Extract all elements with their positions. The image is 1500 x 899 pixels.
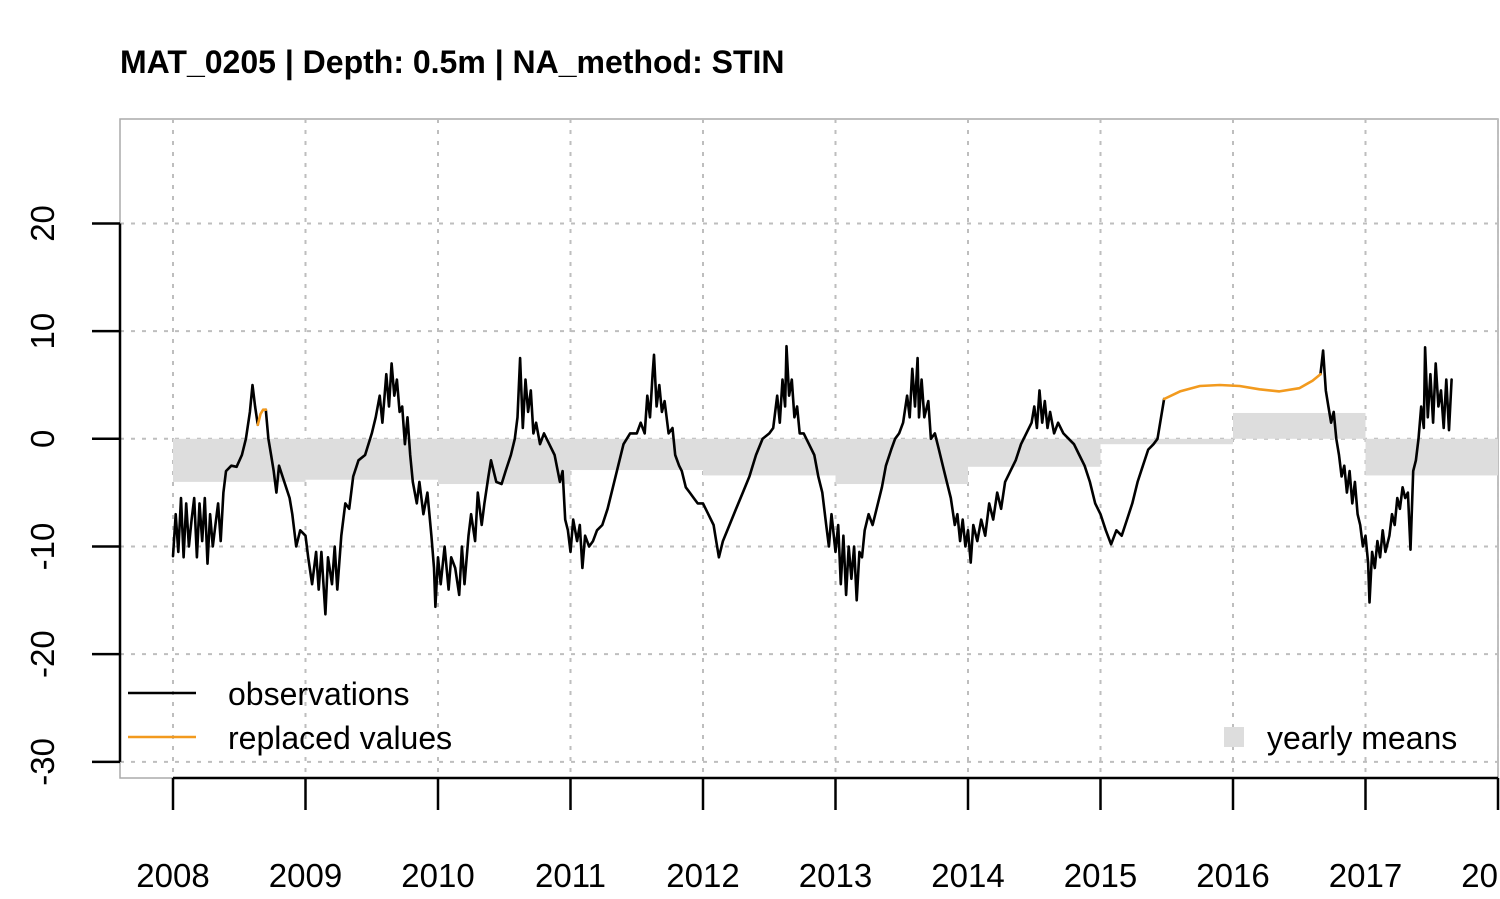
y-tick-label: 0 [24, 430, 61, 448]
x-tick-label: 2013 [799, 857, 872, 894]
y-tick-label: -30 [24, 738, 61, 786]
x-tick-label: 2012 [666, 857, 739, 894]
legend-yearly-means-swatch [1224, 727, 1244, 747]
legend-observations-label: observations [228, 676, 409, 712]
yearly-mean-bar [968, 438, 1101, 467]
series-replaced-line [1162, 372, 1322, 401]
x-tick-label: 2010 [401, 857, 474, 894]
series-lines [171, 344, 1453, 616]
chart-title: MAT_0205 | Depth: 0.5m | NA_method: STIN [120, 44, 785, 80]
series-observations-line [264, 344, 1166, 616]
series-replaced-line [256, 408, 268, 427]
legend-replaced-label: replaced values [228, 720, 452, 756]
x-tick-label: 2018 [1461, 857, 1500, 894]
yearly-mean-bar [1100, 438, 1233, 445]
yearly-mean-bar [570, 438, 703, 471]
axes: -30 -20 -10 0 10 20 2008 2009 2010 2011 2012 2013 20… [24, 205, 1500, 894]
yearly-means [173, 412, 1498, 485]
yearly-mean-bar [835, 438, 968, 485]
yearly-mean-bar [1365, 438, 1498, 476]
legend-yearly-means-label: yearly means [1267, 720, 1457, 756]
legend-left: observations replaced values [128, 676, 452, 756]
legend-right: yearly means [1224, 720, 1457, 756]
y-tick-label: 20 [24, 205, 61, 242]
x-tick-label: 2014 [931, 857, 1004, 894]
y-tick-label: 10 [24, 313, 61, 350]
x-tick-label: 2017 [1329, 857, 1402, 894]
x-tick-label: 2015 [1064, 857, 1137, 894]
yearly-mean-bar [1233, 412, 1366, 439]
x-tick-label: 2016 [1196, 857, 1269, 894]
x-tick-label: 2009 [269, 857, 342, 894]
series-observations-line [171, 383, 260, 566]
x-tick-label: 2008 [136, 857, 209, 894]
x-tick-label: 2011 [535, 857, 606, 894]
series-observations-line [1319, 345, 1453, 604]
y-tick-label: -10 [24, 523, 61, 571]
y-tick-label: -20 [24, 630, 61, 678]
yearly-mean-bar [305, 438, 438, 480]
